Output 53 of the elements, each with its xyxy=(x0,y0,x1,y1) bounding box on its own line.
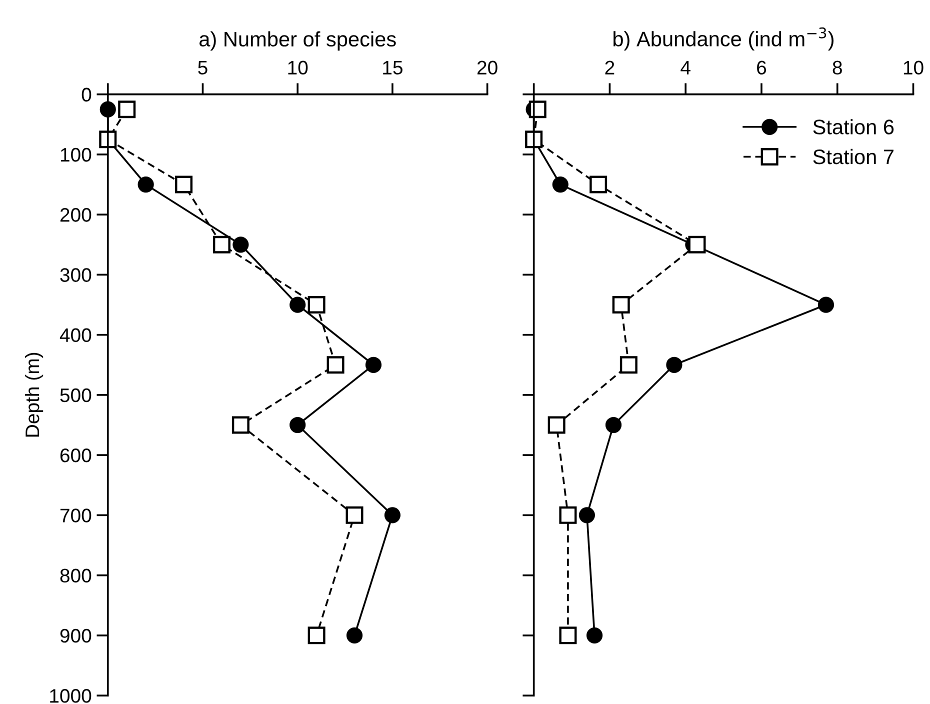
point xyxy=(688,236,706,254)
point xyxy=(308,296,326,314)
point xyxy=(290,416,306,434)
point xyxy=(346,627,363,644)
y-tick-label: 700 xyxy=(60,508,92,522)
point xyxy=(232,416,250,434)
point xyxy=(590,176,608,194)
x-tick-label: 4 xyxy=(680,60,690,74)
point xyxy=(290,296,306,313)
point xyxy=(384,507,401,524)
x-tick-label: 15 xyxy=(383,60,402,75)
chart-title: a) Number of species xyxy=(199,31,396,51)
y-tick-label: 200 xyxy=(60,208,92,222)
point xyxy=(138,176,154,193)
point xyxy=(612,296,630,314)
x-tick-label: 5 xyxy=(198,60,208,75)
point xyxy=(365,356,382,373)
point xyxy=(175,176,193,194)
legend-label: Station 6 xyxy=(813,119,894,134)
point xyxy=(605,416,622,434)
legend-label: Station 7 xyxy=(813,148,894,164)
chart-title: b) Abundance (ind m$^{−3}$) xyxy=(614,27,834,51)
point xyxy=(559,506,577,524)
y-tick-label: 1000 xyxy=(50,689,92,703)
x-tick-label: 10 xyxy=(288,60,308,75)
point xyxy=(548,416,566,434)
x-tick-label: 20 xyxy=(477,60,498,75)
point xyxy=(559,626,577,644)
point xyxy=(212,236,230,254)
x-tick-label: 8 xyxy=(832,60,842,75)
y-axis-title: Depth (m) xyxy=(24,352,44,437)
point xyxy=(620,356,638,374)
point xyxy=(578,507,595,524)
point xyxy=(552,176,568,193)
point xyxy=(818,296,834,313)
point xyxy=(326,356,344,374)
point xyxy=(346,506,364,524)
x-tick-label: 2 xyxy=(605,60,614,74)
y-tick-label: 0 xyxy=(82,88,92,102)
point xyxy=(232,236,249,253)
point xyxy=(586,627,603,644)
x-tick-label: 6 xyxy=(757,60,766,75)
y-tick-label: 600 xyxy=(60,448,92,462)
y-tick-label: 900 xyxy=(60,628,92,643)
x-tick-label: 10 xyxy=(904,60,924,75)
y-tick-label: 400 xyxy=(60,328,92,342)
y-tick-label: 100 xyxy=(60,148,92,162)
y-tick-label: 800 xyxy=(60,568,92,583)
y-tick-label: 300 xyxy=(60,268,92,282)
y-tick-label: 500 xyxy=(60,388,92,402)
point xyxy=(666,356,682,373)
point xyxy=(118,100,136,118)
point xyxy=(308,626,326,644)
